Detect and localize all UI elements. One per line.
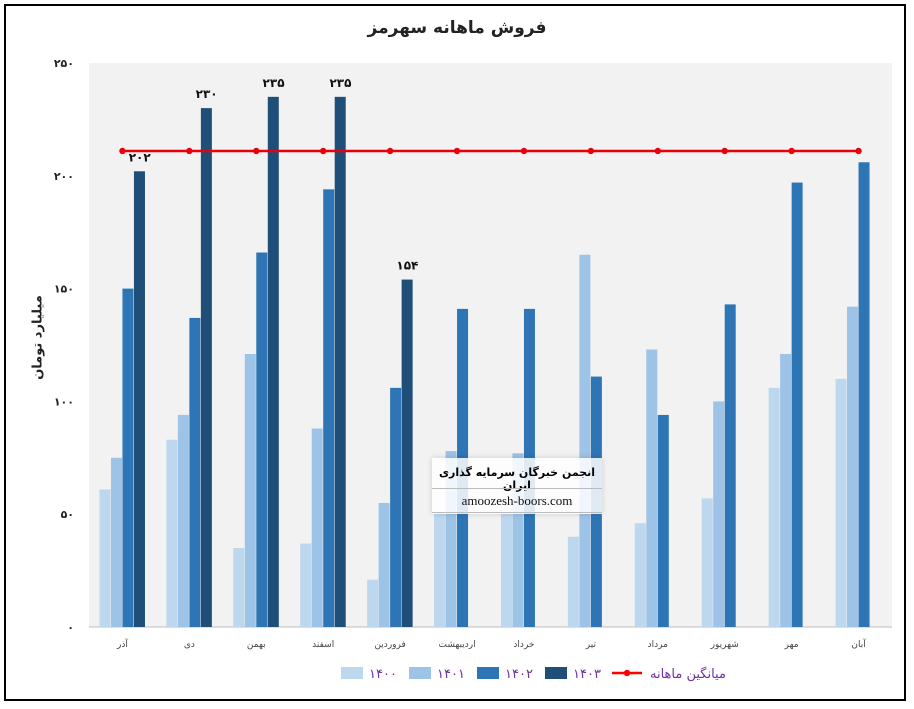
x-tick-label: شهریور	[710, 640, 739, 650]
bar	[701, 498, 713, 627]
data-label: ۲۳۵	[263, 76, 285, 90]
legend-swatch	[477, 667, 499, 679]
x-tick-label: دی	[184, 640, 195, 650]
bar	[445, 451, 457, 627]
bar	[200, 108, 212, 628]
data-label: ۲۰۲	[129, 150, 152, 164]
average-marker	[186, 147, 193, 155]
bar	[189, 317, 201, 627]
watermark-divider	[432, 488, 602, 489]
bar	[122, 288, 134, 627]
bar	[233, 548, 245, 627]
watermark: انجمن خبرگان سرمایه گذاری ایران amoozesh…	[432, 458, 602, 514]
bar	[567, 536, 579, 627]
x-tick-label: مرداد	[648, 640, 668, 650]
legend-label: ۱۴۰۳	[573, 667, 601, 682]
chart-title: فروش ماهانه سهرمز	[367, 18, 547, 38]
bar	[858, 162, 870, 627]
data-label: ۱۵۴	[396, 259, 418, 273]
bar	[177, 414, 189, 627]
bar	[791, 182, 803, 627]
data-label: ۲۳۵	[329, 76, 351, 90]
average-marker	[453, 147, 461, 155]
bar	[500, 511, 512, 627]
average-marker	[855, 147, 862, 155]
bar	[713, 401, 725, 627]
y-tick-label: ۱۰۰	[54, 395, 74, 408]
y-tick-label: ۲۰۰	[54, 170, 74, 183]
bar	[256, 252, 268, 627]
x-tick-label: تیر	[585, 640, 597, 650]
watermark-url: amoozesh-boors.com	[461, 493, 573, 508]
legend-label: ۱۴۰۲	[505, 667, 533, 682]
legend-label: ۱۴۰۰	[369, 667, 397, 682]
average-marker	[721, 147, 728, 155]
y-tick-label: ۵۰	[61, 508, 74, 521]
y-tick-label: ۱۵۰	[54, 283, 74, 296]
bar	[300, 543, 312, 627]
bar	[390, 387, 402, 627]
legend-label: ۱۴۰۱	[437, 667, 465, 682]
average-marker	[386, 147, 394, 155]
x-tick-label: خرداد	[513, 640, 534, 650]
bar	[579, 254, 591, 627]
bar	[835, 378, 847, 627]
y-tick-label: ۲۵۰	[54, 57, 74, 70]
bar	[133, 171, 145, 627]
bar	[847, 306, 859, 627]
x-tick-label: اسفند	[312, 640, 334, 650]
bar	[634, 523, 646, 627]
bar	[244, 354, 256, 627]
average-marker	[253, 147, 260, 155]
y-tick-label: ۰	[67, 621, 74, 634]
bar	[311, 428, 323, 627]
average-marker	[654, 147, 661, 155]
bar	[110, 457, 122, 627]
bar	[401, 279, 413, 627]
average-marker	[788, 147, 795, 155]
average-marker	[320, 147, 327, 155]
legend-line-marker	[623, 669, 631, 677]
x-tick-label: بهمن	[247, 640, 266, 650]
x-tick-label: آبان	[851, 638, 866, 650]
bar	[334, 96, 346, 628]
bar	[512, 453, 524, 627]
legend-swatch	[545, 667, 567, 679]
legend-swatch	[409, 667, 431, 679]
bar	[367, 579, 379, 627]
plot-area	[89, 63, 892, 627]
bar	[768, 387, 780, 627]
bar	[323, 189, 335, 627]
bar	[378, 502, 390, 627]
bar	[780, 354, 792, 627]
watermark-divider-bottom	[432, 512, 602, 513]
data-label: ۲۳۰	[196, 87, 218, 101]
legend-swatch	[341, 667, 363, 679]
bar	[267, 96, 279, 628]
x-tick-label: فروردین	[374, 640, 405, 650]
x-tick-label: مهر	[784, 640, 799, 650]
bar	[99, 489, 111, 627]
bar	[434, 511, 446, 627]
average-marker	[587, 147, 595, 155]
x-tick-label: آذر	[116, 638, 128, 650]
bar	[166, 439, 178, 627]
bar	[646, 349, 658, 627]
x-tick-label: اردیبهشت	[438, 640, 475, 650]
bar	[724, 304, 736, 627]
bar	[657, 414, 669, 627]
average-marker	[119, 147, 126, 155]
legend-label: میانگین ماهانه	[650, 666, 726, 682]
average-marker	[520, 147, 528, 155]
